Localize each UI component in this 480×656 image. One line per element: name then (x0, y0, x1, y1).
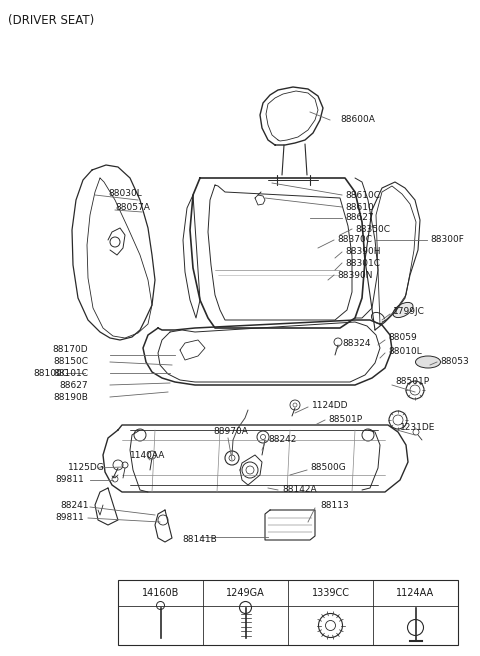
Text: 1124DD: 1124DD (312, 401, 348, 409)
Text: 88010L: 88010L (388, 348, 422, 356)
Text: 88501P: 88501P (328, 415, 362, 424)
Text: 88057A: 88057A (115, 203, 150, 211)
Text: 1249GA: 1249GA (226, 588, 265, 598)
Text: 88141B: 88141B (182, 535, 217, 544)
Text: 88390N: 88390N (337, 270, 372, 279)
Text: 88113: 88113 (320, 501, 349, 510)
Text: 88170D: 88170D (52, 346, 88, 354)
Text: 88030L: 88030L (108, 188, 142, 197)
Text: 88350C: 88350C (355, 224, 390, 234)
Text: 88610C: 88610C (345, 190, 380, 199)
Text: (DRIVER SEAT): (DRIVER SEAT) (8, 14, 94, 27)
Text: 88300F: 88300F (430, 236, 464, 245)
Text: 88610: 88610 (345, 203, 374, 211)
Text: 88242: 88242 (268, 436, 296, 445)
Text: 88301C: 88301C (345, 258, 380, 268)
Text: 88059: 88059 (388, 333, 417, 342)
Text: 88600A: 88600A (340, 115, 375, 125)
Text: 88390H: 88390H (345, 247, 381, 256)
Text: 88142A: 88142A (282, 485, 317, 495)
Text: 88501P: 88501P (395, 377, 429, 386)
Text: 89811: 89811 (55, 476, 84, 485)
Text: 89811: 89811 (55, 512, 84, 522)
Text: 88324: 88324 (342, 338, 371, 348)
Text: 88100C: 88100C (33, 369, 68, 377)
Text: 1125DG: 1125DG (68, 464, 105, 472)
Text: 88627: 88627 (60, 380, 88, 390)
Text: 88627: 88627 (345, 213, 373, 222)
Text: 1124AA: 1124AA (396, 588, 434, 598)
Text: 88970A: 88970A (213, 428, 248, 436)
Ellipse shape (393, 302, 413, 318)
Text: 1799JC: 1799JC (393, 308, 425, 316)
Text: 88190B: 88190B (53, 392, 88, 401)
Text: 1140AA: 1140AA (130, 451, 166, 459)
Text: 88101C: 88101C (53, 369, 88, 377)
Text: 88150C: 88150C (53, 358, 88, 367)
Text: 14160B: 14160B (142, 588, 179, 598)
Text: 88500G: 88500G (310, 464, 346, 472)
Text: 1339CC: 1339CC (312, 588, 349, 598)
Text: 1231DE: 1231DE (400, 422, 435, 432)
Bar (118, 580, 458, 645)
Text: 88241: 88241 (60, 501, 88, 510)
Text: 88053: 88053 (440, 358, 469, 367)
Text: 88370C: 88370C (337, 236, 372, 245)
Ellipse shape (416, 356, 441, 368)
